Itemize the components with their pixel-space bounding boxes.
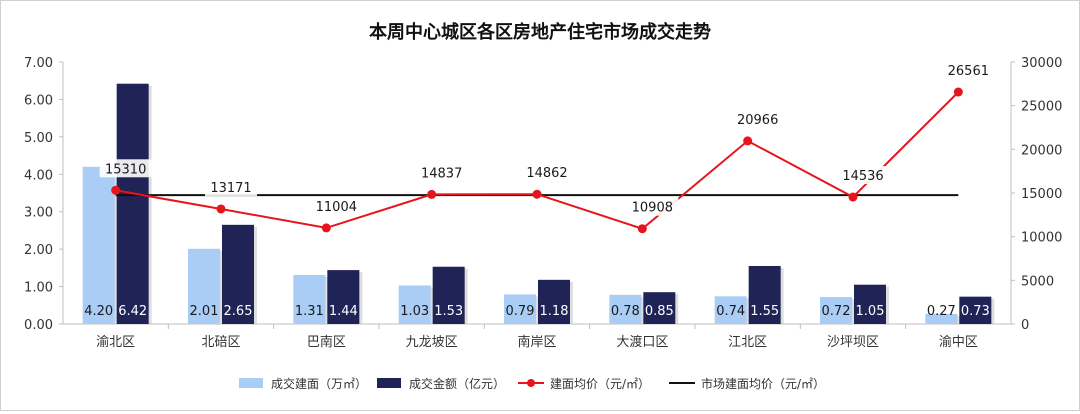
y-left-tick-label: 0.00 — [24, 318, 53, 333]
bar — [432, 266, 465, 324]
x-tick-label: 大渡口区 — [616, 334, 668, 350]
chart-title: 本周中心城区各区房地产住宅市场成交走势 — [369, 21, 711, 43]
bar — [82, 166, 115, 324]
legend-label: 市场建面均价（元/㎡） — [701, 376, 825, 391]
price-marker — [532, 189, 542, 199]
y-left-tick-label: 7.00 — [24, 56, 53, 71]
bar-value-label: 4.20 — [84, 304, 113, 319]
legend-swatch — [239, 378, 263, 388]
bar-value-label: 1.18 — [540, 304, 569, 319]
bar — [748, 265, 781, 324]
bar-value-label: 0.72 — [822, 304, 851, 319]
y-right-tick-label: 25000 — [1021, 100, 1062, 115]
legend-label: 建面均价（元/㎡） — [550, 377, 650, 391]
bar-value-label: 0.85 — [645, 304, 674, 319]
price-label-bg — [205, 177, 257, 196]
x-tick-label: 南岸区 — [517, 334, 556, 350]
bar-value-label: 0.74 — [716, 304, 745, 319]
bar — [959, 296, 992, 324]
bar — [854, 284, 886, 324]
y-right-tick-label: 30000 — [1021, 56, 1062, 71]
bar — [116, 83, 149, 324]
bar-value-label: 0.27 — [927, 304, 956, 319]
price-line — [115, 91, 960, 230]
bar — [188, 248, 220, 324]
bar — [222, 224, 254, 324]
price-value-label: 20966 — [737, 113, 778, 128]
x-tick-label: 巴南区 — [307, 334, 346, 350]
price-value-label: 10908 — [632, 201, 673, 216]
x-tick-label: 沙坪坝区 — [827, 335, 879, 350]
x-tick-label: 渝中区 — [939, 334, 978, 350]
bar-value-label: 2.01 — [190, 304, 219, 319]
legend-label: 成交金额（亿元） — [409, 376, 505, 391]
x-tick-label: 九龙坡区 — [406, 335, 458, 350]
bar-value-label: 1.05 — [856, 304, 885, 319]
legend-swatch — [377, 378, 401, 388]
y-right-tick-label: 0 — [1021, 318, 1029, 333]
bar-value-label: 1.03 — [400, 304, 429, 319]
price-marker — [637, 224, 647, 234]
y-right-tick-label: 10000 — [1021, 231, 1062, 246]
price-label-bg — [521, 163, 573, 182]
price-label-bg — [942, 61, 995, 80]
price-label-bg — [837, 166, 889, 185]
price-value-label: 26561 — [948, 64, 989, 79]
y-left-tick-label: 3.00 — [24, 206, 53, 221]
y-right-tick-label: 5000 — [1021, 274, 1054, 289]
price-marker — [743, 136, 753, 146]
x-tick-label: 北碚区 — [201, 335, 240, 350]
y-left-tick-label: 4.00 — [24, 168, 53, 183]
price-marker — [848, 192, 858, 202]
bar-value-label: 1.31 — [295, 304, 324, 319]
bar-value-label: 2.65 — [224, 304, 253, 319]
price-value-label: 14837 — [421, 166, 462, 181]
price-label-bg — [731, 109, 784, 128]
x-tick-label: 江北区 — [728, 335, 767, 350]
price-marker — [321, 223, 331, 233]
price-value-label: 14862 — [526, 166, 567, 181]
bar-value-label: 0.73 — [961, 304, 990, 319]
price-marker — [427, 189, 437, 199]
price-marker — [111, 185, 121, 195]
price-label-bg — [99, 159, 152, 178]
bar — [714, 296, 747, 324]
bar — [820, 297, 852, 324]
bar-value-label: 0.78 — [611, 304, 640, 319]
bar-value-label: 1.55 — [750, 304, 779, 319]
bar-value-label: 1.44 — [329, 304, 358, 319]
price-value-label: 15310 — [105, 162, 146, 177]
y-left-tick-label: 6.00 — [24, 93, 53, 108]
price-value-label: 14536 — [842, 169, 883, 184]
price-label-bg — [415, 163, 468, 182]
bar — [643, 292, 676, 324]
legend-label: 成交建面（万㎡） — [271, 376, 367, 391]
bar — [504, 294, 536, 324]
price-marker — [216, 204, 226, 214]
bar — [327, 270, 360, 324]
bar-value-label: 6.42 — [118, 304, 147, 319]
y-left-tick-label: 5.00 — [24, 131, 53, 146]
y-left-tick-label: 1.00 — [24, 281, 53, 296]
price-value-label: 13171 — [210, 181, 251, 196]
bar — [538, 279, 570, 324]
y-right-tick-label: 20000 — [1021, 143, 1062, 158]
price-label-bg — [626, 197, 679, 216]
y-right-tick-label: 15000 — [1021, 187, 1062, 202]
bar — [925, 313, 958, 324]
bar-value-label: 1.53 — [434, 304, 463, 319]
x-tick-label: 渝北区 — [96, 334, 135, 350]
price-marker — [953, 87, 963, 97]
price-label-bg — [310, 196, 363, 215]
bar-value-label: 0.79 — [506, 304, 535, 319]
legend-swatch-marker — [527, 379, 535, 387]
bar — [609, 294, 642, 324]
y-left-tick-label: 2.00 — [24, 243, 53, 258]
bar — [293, 274, 326, 324]
price-value-label: 11004 — [316, 200, 357, 215]
bar — [398, 285, 431, 324]
